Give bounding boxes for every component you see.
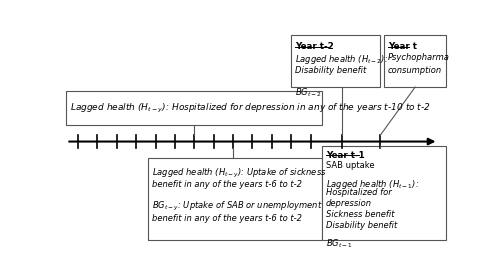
Text: $BG_{t-2}$: $BG_{t-2}$	[295, 86, 322, 98]
Text: Lagged health ($H_{t-y}$): Hospitalized for depression in any of the years t-10 : Lagged health ($H_{t-y}$): Hospitalized …	[70, 101, 431, 115]
Text: Year t: Year t	[388, 42, 417, 51]
FancyBboxPatch shape	[291, 35, 380, 87]
FancyBboxPatch shape	[148, 158, 322, 240]
Text: Hospitalized for: Hospitalized for	[326, 188, 392, 197]
Text: Sickness benefit: Sickness benefit	[326, 210, 394, 219]
Text: $BG_{t-y}$: Uptake of SAB or unemployment: $BG_{t-y}$: Uptake of SAB or unemploymen…	[152, 200, 322, 213]
Text: $BG_{t-1}$: $BG_{t-1}$	[326, 237, 353, 250]
Text: depression: depression	[326, 199, 372, 208]
Text: Lagged health ($H_{t-y}$): Uptake of sickness: Lagged health ($H_{t-y}$): Uptake of sic…	[152, 167, 326, 180]
Text: Year t-2: Year t-2	[295, 42, 334, 51]
Text: Disability benefit: Disability benefit	[295, 66, 366, 75]
Text: Year t-1: Year t-1	[326, 151, 365, 160]
Text: Lagged health ($H_{t-1}$):: Lagged health ($H_{t-1}$):	[326, 178, 419, 191]
Text: benefit in any of the years t-6 to t-2: benefit in any of the years t-6 to t-2	[152, 180, 302, 189]
FancyBboxPatch shape	[322, 146, 446, 240]
FancyBboxPatch shape	[66, 91, 322, 125]
FancyBboxPatch shape	[384, 35, 446, 87]
Text: Psychopharma: Psychopharma	[388, 52, 450, 61]
Text: consumption: consumption	[388, 66, 442, 75]
Text: SAB uptake: SAB uptake	[326, 162, 374, 171]
Text: Disability benefit: Disability benefit	[326, 221, 397, 230]
Text: Lagged health ($H_{t-2}$):: Lagged health ($H_{t-2}$):	[295, 52, 388, 66]
Text: benefit in any of the years t-6 to t-2: benefit in any of the years t-6 to t-2	[152, 214, 302, 223]
